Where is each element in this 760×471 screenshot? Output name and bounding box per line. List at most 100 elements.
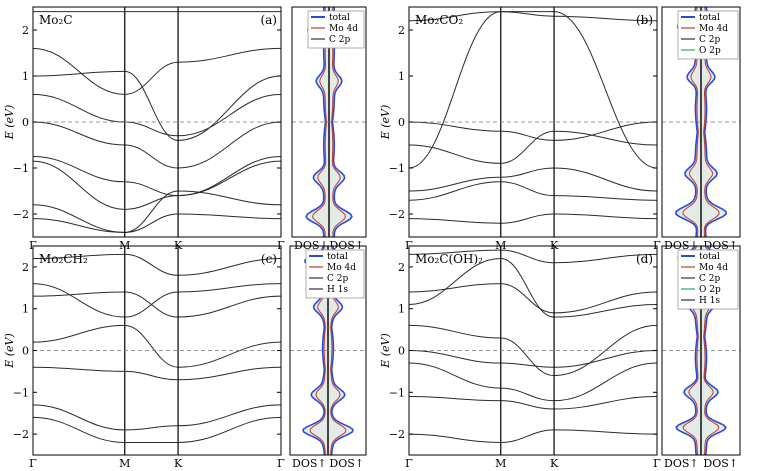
bands [33,11,281,233]
legend-entry: Mo 4d [329,24,358,34]
x-tick-label: Γ [29,457,37,470]
band-line [33,156,281,197]
x-tick-label: Γ [653,457,661,470]
legend-box [677,10,739,60]
legend-entry: total [329,13,350,23]
bands [33,253,281,443]
legend-entry: Mo 4d [699,24,728,34]
y-tick-label: −2 [389,428,405,441]
band-line [33,160,281,210]
dos-x-label-right: DOS↑ [703,457,738,470]
band-line [409,11,657,169]
y-tick-label: 1 [22,70,29,83]
legend-entry: C 2p [329,35,350,45]
y-axis-label: E (eV) [3,333,16,369]
band-line [33,213,281,233]
band-line [409,121,657,141]
band-line [33,70,281,141]
bands [409,249,657,443]
panel-label: (b) [636,13,653,27]
band-line [33,404,281,431]
y-tick-label: −1 [389,386,405,399]
y-axis-label: E (eV) [3,105,16,141]
band-line [33,416,281,443]
band-line [409,130,657,164]
y-tick-label: −2 [389,208,405,221]
y-axis-label: E (eV) [379,105,392,141]
material-label: Mo₂CO₂ [415,13,463,27]
band-line [409,324,657,377]
band-line [33,121,281,169]
legend-entry: H 1s [699,296,720,306]
x-tick-label: K [550,457,559,470]
panel-label: (d) [636,252,653,266]
band-line [409,429,657,443]
y-tick-label: 0 [22,345,29,358]
x-tick-label: Γ [405,457,413,470]
y-tick-label: 1 [398,70,405,83]
dos-axes-frame [661,245,741,456]
x-tick-label: M [119,457,130,470]
dos-x-label-left: DOS↑ [664,457,699,470]
y-tick-label: 1 [398,303,405,316]
band-line [409,213,657,224]
legend-entry: C 2p [699,35,720,45]
band-line [33,283,281,318]
band-line [409,181,657,201]
y-tick-label: 1 [22,303,29,316]
legend-box [305,249,365,299]
material-label: Mo₂CH₂ [39,252,88,266]
dos-axes-frame [289,245,367,456]
y-tick-label: −1 [13,162,29,175]
y-tick-label: 2 [398,261,405,274]
band-line [33,47,281,95]
dos-axes-frame [661,6,741,238]
y-tick-label: −1 [389,162,405,175]
y-tick-label: 2 [22,24,29,37]
band-line [409,362,657,402]
dos-x-label-left: DOS↑ [292,457,327,470]
dos-axes-frame [291,6,367,238]
y-tick-label: −2 [13,208,29,221]
material-label: Mo₂C(OH)₂ [415,252,483,266]
y-tick-label: 2 [22,261,29,274]
band-line [409,167,657,192]
y-tick-label: 0 [22,116,29,129]
y-tick-label: 0 [398,116,405,129]
band-line [33,324,281,368]
legend-entry: O 2p [699,46,721,56]
band-line [33,93,281,137]
y-tick-label: −1 [13,386,29,399]
y-tick-label: 2 [398,24,405,37]
band-line [409,283,657,314]
band-line [33,253,281,276]
legend-entry: Mo 4d [327,263,356,273]
band-line [409,249,657,264]
x-tick-label: M [495,457,506,470]
legend-entry: Mo 4d [699,263,728,273]
legend-entry: total [699,252,720,262]
band-line [409,395,657,410]
x-tick-label: K [174,457,183,470]
legend-entry: total [327,252,348,262]
band-line [409,350,657,368]
dos-x-label-right: DOS↑ [329,457,364,470]
legend-entry: O 2p [699,285,721,295]
y-tick-label: 0 [398,345,405,358]
panel-label: (c) [261,252,277,266]
band-line [33,190,281,233]
band-line [409,258,657,318]
